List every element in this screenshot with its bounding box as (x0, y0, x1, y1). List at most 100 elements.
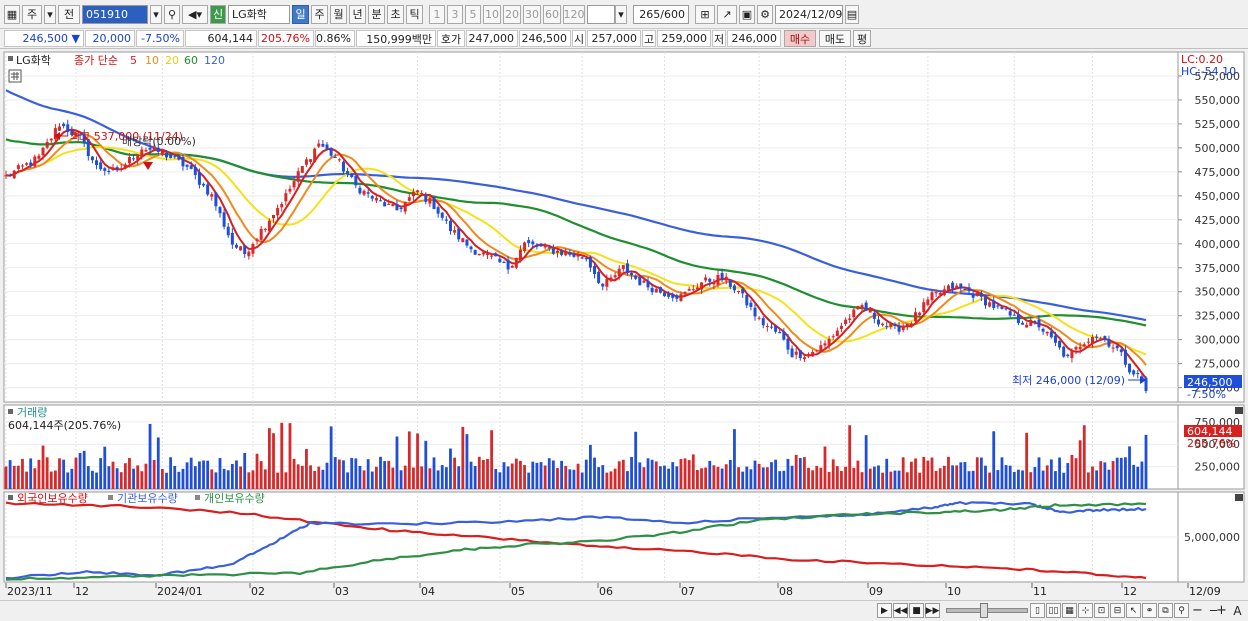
copy-icon[interactable]: ⧉ (1158, 603, 1173, 618)
tab-tick[interactable]: 틱 (406, 4, 423, 24)
volume-bar (770, 462, 773, 489)
calendar-icon[interactable]: ▤ (845, 4, 859, 24)
stock-name: LG화학 (232, 8, 267, 21)
tab-second[interactable]: 초 (387, 4, 404, 24)
interval-custom-input[interactable] (587, 4, 615, 24)
volume-bar (494, 469, 498, 489)
candle-body (1107, 339, 1111, 347)
candle-body (86, 140, 90, 157)
stop-icon[interactable]: ■ (909, 603, 924, 618)
candle-body (230, 232, 234, 245)
candle-body (218, 207, 222, 214)
date-input[interactable]: 2024/12/09 (775, 4, 843, 24)
minus-icon[interactable]: − (1192, 603, 1203, 618)
candle-body (955, 285, 959, 289)
tab-week[interactable]: 주 (311, 4, 328, 24)
candle-body (391, 204, 395, 207)
candle-body (584, 258, 588, 260)
candle-body (321, 144, 325, 147)
tab-week-label: 주 (314, 8, 325, 21)
interval-10[interactable]: 10 (483, 4, 501, 24)
rewind-icon[interactable]: ◀◀ (893, 603, 908, 618)
period-select[interactable]: 주 (22, 4, 42, 24)
volume-bar (696, 470, 699, 489)
table-toggle-icon[interactable] (8, 69, 22, 83)
volume-bar (490, 430, 494, 489)
volume-bar (786, 458, 790, 489)
candle-body (255, 239, 259, 242)
individual-holding-line (5, 502, 1147, 581)
interval-30[interactable]: 30 (523, 4, 541, 24)
date-tick-label: 10 (947, 585, 961, 598)
layout-icon[interactable]: ▦ (4, 4, 20, 24)
link-icon[interactable]: ⚭ (1142, 603, 1157, 618)
candle-body (165, 152, 169, 158)
chevron-down-icon[interactable]: ▾ (44, 4, 56, 24)
cursor-icon[interactable]: ↖ (1126, 603, 1141, 618)
interval-1[interactable]: 1 (429, 4, 445, 24)
buy-button[interactable]: 매수 (784, 30, 816, 47)
tab-month[interactable]: 월 (330, 4, 347, 24)
interval-20[interactable]: 20 (503, 4, 521, 24)
count-input[interactable]: 265/600 (633, 4, 689, 24)
price-tick-label: 300,000 (1195, 334, 1241, 347)
stock-name-field[interactable]: LG화학 (228, 4, 290, 24)
stock-chart[interactable]: 575,000 550,000 525,000 500,000 475,000 450,0… (0, 50, 1248, 600)
scroll-left-icon[interactable]: ‒ (1209, 603, 1218, 618)
volume-bar (337, 459, 341, 489)
bid-value: 246,500 (521, 32, 568, 45)
ruler-icon[interactable]: ⊟ (1110, 603, 1125, 618)
crosshair-icon[interactable]: ⊹ (1078, 603, 1093, 618)
save-icon[interactable]: ▣ (739, 4, 755, 24)
candle-body (288, 188, 292, 192)
prev-button[interactable]: 전 (58, 4, 80, 24)
candle-body (333, 157, 337, 159)
candle-body (593, 266, 597, 275)
compare-icon[interactable]: ↗ (717, 4, 737, 24)
code-dropdown-icon[interactable]: ▾ (150, 4, 162, 24)
interval-dropdown-icon[interactable]: ▾ (615, 4, 627, 24)
zoom-slider-handle[interactable] (980, 603, 988, 618)
holding-tick-label: 5,000,000 (1184, 531, 1240, 544)
volume-bar (1037, 457, 1041, 489)
volume-bar (967, 471, 971, 489)
sell-button[interactable]: 매도 (819, 30, 851, 47)
interval-120[interactable]: 120 (563, 4, 585, 24)
candle-body (638, 276, 642, 286)
tab-minute[interactable]: 분 (368, 4, 385, 24)
volume-bar (482, 460, 485, 489)
interval-5[interactable]: 5 (465, 4, 481, 24)
volume-panel-close-icon[interactable] (1235, 407, 1243, 414)
window-icon[interactable]: ▯ (1030, 603, 1045, 618)
search-icon[interactable]: ⚲ (1174, 603, 1189, 618)
tab-day[interactable]: 일 (292, 4, 309, 24)
candle-body (724, 276, 728, 281)
text-size-icon[interactable]: A (1233, 603, 1242, 618)
volume-bar (720, 468, 724, 489)
search-icon[interactable]: ⚲ (164, 4, 180, 24)
turnover-value: 0.86% (316, 32, 351, 45)
candle-body (292, 181, 296, 188)
fast-forward-icon[interactable]: ▶▶ (925, 603, 940, 618)
grid-view-icon[interactable]: ▦ (1062, 603, 1077, 618)
interval-60[interactable]: 60 (543, 4, 561, 24)
institution-holding-line (5, 500, 1147, 580)
play-icon[interactable]: ▶ (877, 603, 892, 618)
speaker-icon[interactable]: ◀▾ (182, 4, 208, 24)
candle-body (444, 219, 448, 221)
tab-year[interactable]: 년 (349, 4, 366, 24)
zoom-area-icon[interactable]: ⊡ (1094, 603, 1109, 618)
volume-bar (757, 463, 761, 489)
code-input[interactable]: 051910 (82, 4, 148, 24)
eval-button[interactable]: 평 (853, 30, 871, 47)
gear-icon[interactable]: ⚙ (757, 4, 773, 24)
interval-3[interactable]: 3 (447, 4, 463, 24)
chart-tool-icon[interactable]: ⊞ (695, 4, 715, 24)
holding-panel-close-icon[interactable] (1235, 494, 1243, 501)
volume-bar (115, 468, 119, 489)
candle-body (407, 197, 411, 201)
plus-icon[interactable]: + (1216, 603, 1227, 618)
count-value: 265 (639, 7, 661, 21)
window-split-icon[interactable]: ▯▯ (1046, 603, 1061, 618)
volume-bar (576, 463, 580, 489)
